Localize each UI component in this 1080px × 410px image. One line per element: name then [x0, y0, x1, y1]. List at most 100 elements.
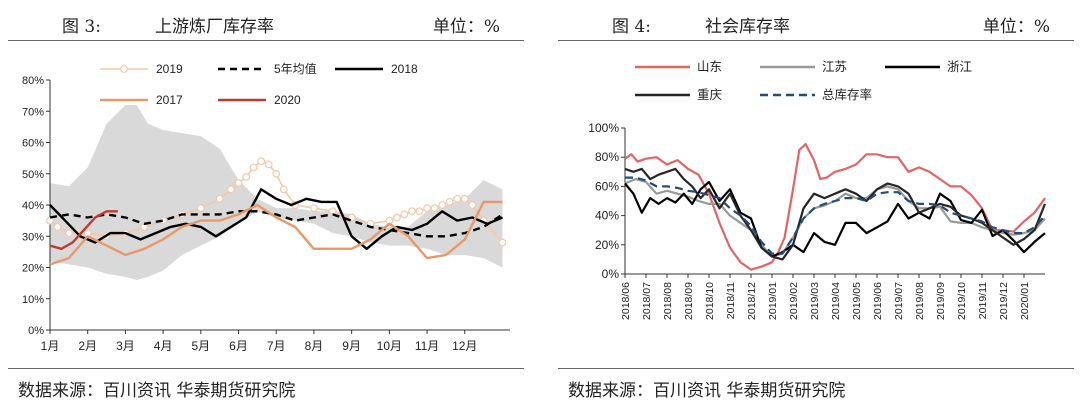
- y-tick-label: 40%: [22, 200, 44, 212]
- x-tick-label: 1月: [41, 339, 60, 353]
- x-tick-label: 9月: [342, 339, 361, 353]
- legend-label-2017: 2017: [156, 93, 183, 107]
- series-point-2019: [234, 179, 243, 188]
- x-tick-label: 2018/08: [662, 282, 674, 320]
- social-inventory-chart: 0% 20% 40% 60% 80% 100% 2018/06 2018/07 2018/08 2…: [588, 59, 1047, 320]
- source-note: 数据来源：百川资讯 华泰期货研究院: [18, 381, 296, 401]
- series-point-2019: [264, 160, 273, 169]
- x-tick-label: 5月: [191, 339, 210, 353]
- chart-panel-upstream: 图 3: 上游炼厂库存率 单位：% 0% 10% 20% 30% 40% 50% 60% 70…: [0, 0, 530, 410]
- legend-label-5年均值: 5年均值: [274, 61, 317, 76]
- x-tick-label: 2月: [78, 339, 97, 353]
- legend-label-2019: 2019: [156, 62, 183, 76]
- chart-title: 社会库存率: [705, 17, 790, 37]
- figure-label: 图 4:: [612, 17, 651, 37]
- series-line-5年均值: [49, 210, 504, 238]
- x-tick-label: 2019/11: [977, 282, 989, 319]
- x-tick-label: 2019/08: [914, 282, 926, 320]
- series-point-2019: [468, 201, 477, 209]
- x-tick-label: 2019/09: [935, 282, 947, 320]
- series-point-2019: [438, 201, 447, 209]
- series-point-2019: [53, 222, 62, 231]
- y-tick-label: 10%: [22, 294, 44, 306]
- series-point-2019: [445, 197, 454, 206]
- series-point-2019: [453, 194, 462, 203]
- unit-label: 单位：%: [982, 17, 1050, 37]
- chart-header: 图 3: 上游炼厂库存率 单位：%: [0, 8, 530, 38]
- footer-divider: [558, 368, 1074, 369]
- source-note: 数据来源：百川资讯 华泰期货研究院: [568, 381, 846, 401]
- legend-label-总库存率: 总库存率: [822, 87, 872, 102]
- series-point-2019: [279, 185, 288, 194]
- legend-label-江苏: 江苏: [822, 59, 847, 74]
- series-line-浙江: [624, 180, 1046, 258]
- y-tick-label: 60%: [595, 179, 619, 193]
- x-tick-label: 2018/11: [725, 282, 737, 319]
- y-tick-label: 80%: [22, 75, 44, 87]
- y-tick-label: 30%: [22, 231, 44, 243]
- series-point-2019: [400, 210, 409, 219]
- y-tick-label: 0%: [28, 325, 44, 337]
- x-tick-label: 2019/02: [788, 282, 800, 320]
- legend-label-重庆: 重庆: [697, 87, 723, 102]
- legend-label-浙江: 浙江: [947, 59, 972, 74]
- x-tick-label: 12月: [452, 339, 477, 353]
- series-point-2019: [408, 207, 416, 216]
- chart-panel-social: 图 4: 社会库存率 单位：% 0% 20% 40% 60% 80% 100% 2018/0…: [550, 0, 1080, 410]
- series-point-2019: [392, 213, 401, 222]
- x-tick-label: 2019/07: [893, 282, 905, 320]
- legend-label-2018: 2018: [391, 62, 418, 76]
- x-tick-label: 3月: [116, 339, 135, 353]
- x-tick-label: 2018/09: [683, 282, 695, 320]
- x-tick-label: 6月: [229, 339, 248, 353]
- series-point-2019: [498, 238, 507, 247]
- x-tick-label: 11月: [415, 339, 439, 353]
- unit-label: 单位：%: [432, 17, 500, 37]
- x-tick-label: 2018/12: [746, 282, 758, 320]
- y-tick-label: 100%: [588, 121, 619, 135]
- x-tick-label: 2019/05: [851, 282, 863, 320]
- series-point-2019: [272, 169, 281, 178]
- x-tick-label: 4月: [154, 339, 173, 353]
- legend-label-山东: 山东: [697, 60, 722, 74]
- series-point-2019: [310, 204, 318, 213]
- series-line-2018: [49, 188, 503, 251]
- y-tick-label: 40%: [595, 209, 619, 223]
- footer-divider: [8, 368, 524, 369]
- x-tick-label: 2019/12: [998, 282, 1010, 320]
- x-tick-label: 8月: [305, 339, 324, 353]
- series-point-2019: [257, 157, 266, 166]
- y-tick-label: 0%: [602, 267, 620, 281]
- x-tick-label: 2018/07: [641, 282, 653, 320]
- header-divider: [558, 40, 1074, 41]
- series-point-2019: [196, 204, 205, 213]
- range-band: [50, 105, 503, 280]
- y-tick-label: 60%: [22, 138, 44, 150]
- x-tick-label: 10月: [377, 339, 402, 353]
- series-point-2019: [215, 194, 224, 203]
- series-point-2019: [460, 194, 469, 203]
- x-tick-label: 2019/03: [809, 282, 821, 320]
- chart-title: 上游炼厂库存率: [155, 17, 274, 37]
- header-divider: [8, 40, 524, 41]
- legend-marker-2019: [120, 65, 128, 73]
- series-point-2019: [249, 163, 258, 172]
- series-point-2019: [64, 229, 73, 238]
- x-tick-label: 2019/04: [830, 282, 842, 320]
- series-point-2019: [415, 207, 424, 216]
- series-line-山东: [624, 142, 1046, 271]
- figure-label: 图 3:: [62, 17, 101, 37]
- y-tick-label: 50%: [22, 169, 44, 181]
- x-tick-label: 2018/06: [620, 282, 632, 320]
- x-tick-label: 2019/10: [956, 282, 968, 320]
- series-line-总库存率: [625, 176, 1046, 255]
- x-tick-label: 2019/01: [767, 282, 779, 320]
- x-tick-label: 2020/01: [1019, 282, 1031, 320]
- series-line-2020: [49, 210, 118, 251]
- series-line-2017: [49, 200, 503, 266]
- upstream-inventory-chart: 0% 10% 20% 30% 40% 50% 60% 70% 80% 1月 2月 3月 4月 5月 6月 7月…: [22, 61, 510, 353]
- y-tick-label: 20%: [22, 263, 44, 275]
- y-tick-label: 80%: [595, 150, 619, 164]
- y-tick-label: 20%: [595, 238, 619, 252]
- legend-label-2020: 2020: [274, 93, 301, 107]
